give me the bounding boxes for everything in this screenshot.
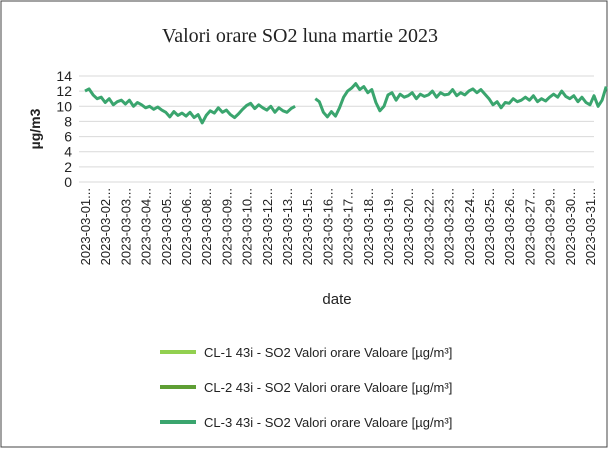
- series-line: [84, 82, 608, 125]
- y-tick-label: 6: [64, 129, 72, 145]
- x-tick-label: 2023-03-24...: [462, 188, 477, 265]
- legend-label: CL-3 43i - SO2 Valori orare Valoare [µg/…: [204, 415, 452, 430]
- y-tick-label: 8: [64, 113, 72, 129]
- y-tick-label: 12: [56, 83, 72, 99]
- x-tick-label: 2023-03-15...: [300, 188, 315, 265]
- x-tick-label: 2023-03-29...: [543, 188, 558, 265]
- x-tick-label: 2023-03-12...: [260, 188, 275, 265]
- legend-label: CL-1 43i - SO2 Valori orare Valoare [µg/…: [204, 345, 452, 360]
- y-tick-label: 0: [64, 174, 72, 190]
- legend-label: CL-2 43i - SO2 Valori orare Valoare [µg/…: [204, 380, 452, 395]
- x-tick-label: 2023-03-16...: [320, 188, 335, 265]
- x-tick-label: 2023-03-03...: [118, 188, 133, 265]
- x-tick-label: 2023-03-22...: [421, 188, 436, 265]
- x-tick-label: 2023-03-17...: [341, 188, 356, 265]
- x-tick-label: 2023-03-06...: [179, 188, 194, 265]
- y-tick-label: 10: [56, 98, 72, 114]
- x-tick-label: 2023-03-20...: [401, 188, 416, 265]
- y-tick-label: 4: [64, 144, 72, 160]
- y-tick-label: 2: [64, 159, 72, 175]
- x-tick-label: 2023-03-25...: [482, 188, 497, 265]
- x-tick-label: 2023-03-19...: [381, 188, 396, 265]
- x-tick-label: 2023-03-30...: [563, 188, 578, 265]
- x-tick-label: 2023-03-23...: [442, 188, 457, 265]
- x-tick-label: 2023-03-26...: [502, 188, 517, 265]
- x-tick-label: 2023-03-04...: [139, 188, 154, 265]
- x-axis-label: date: [322, 291, 351, 308]
- x-tick-label: 2023-03-01...: [78, 188, 93, 265]
- x-tick-label: 2023-03-10...: [240, 188, 255, 265]
- x-tick-label: 2023-03-09...: [219, 188, 234, 265]
- x-tick-label: 2023-03-18...: [361, 188, 376, 265]
- x-tick-label: 2023-03-05...: [159, 188, 174, 265]
- x-tick-label: 2023-03-27...: [522, 188, 537, 265]
- y-axis-label: µg/m3: [27, 108, 43, 149]
- chart-title: Valori orare SO2 luna martie 2023: [162, 25, 438, 47]
- x-tick-label: 2023-03-31...: [583, 188, 598, 265]
- y-tick-label: 14: [56, 68, 72, 84]
- x-tick-label: 2023-03-02...: [98, 188, 113, 265]
- x-tick-label: 2023-03-08...: [199, 188, 214, 265]
- x-tick-label: 2023-03-13...: [280, 188, 295, 265]
